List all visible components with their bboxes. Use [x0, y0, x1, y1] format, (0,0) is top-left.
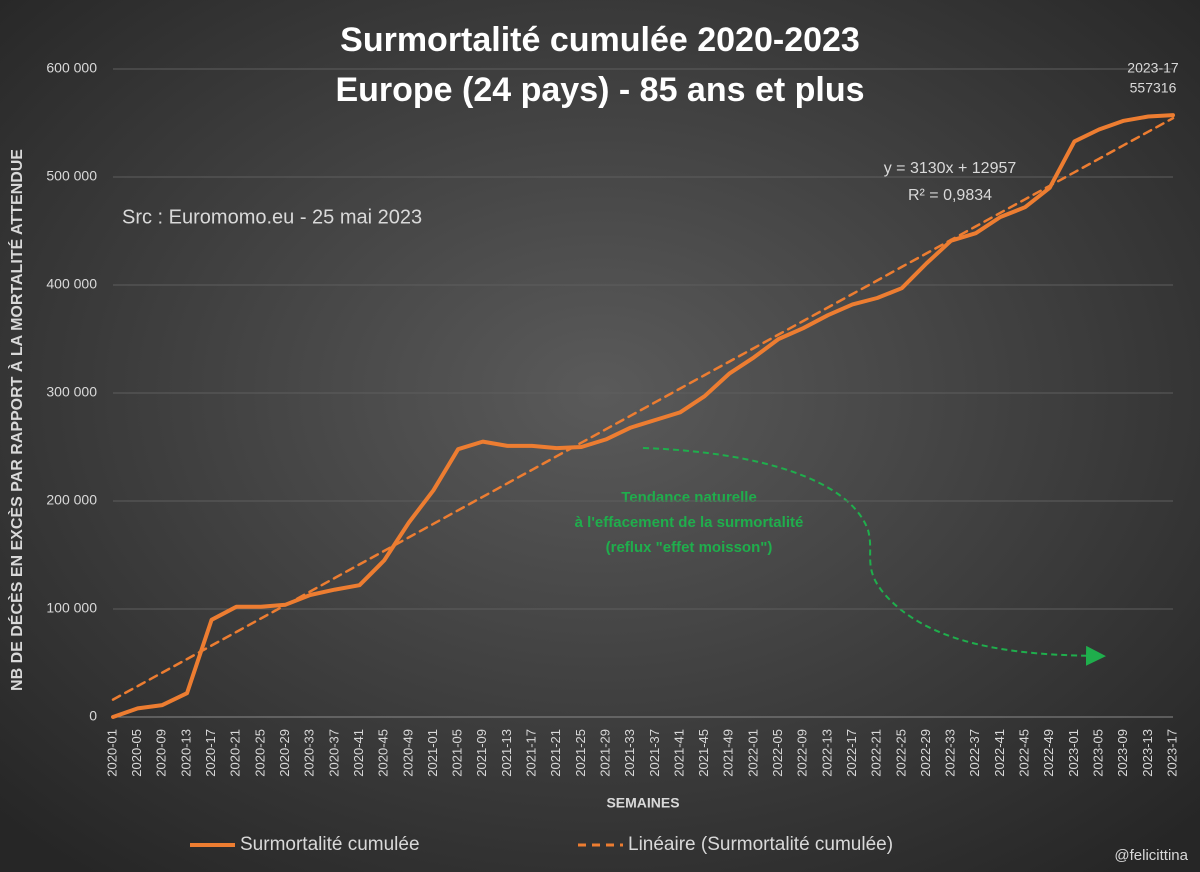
x-tick-label: 2020-01 [104, 729, 119, 777]
x-tick-label: 2020-09 [154, 729, 169, 777]
y-tick-label: 0 [89, 708, 97, 724]
source-note: Src : Euromomo.eu - 25 mai 2023 [122, 206, 422, 228]
end-label-value: 557316 [1130, 80, 1177, 96]
y-tick-label: 200 000 [46, 492, 97, 508]
x-tick-label: 2021-05 [450, 729, 465, 777]
x-tick-label: 2020-49 [400, 729, 415, 777]
x-tick-label: 2023-05 [1090, 729, 1105, 777]
x-tick-label: 2021-01 [425, 729, 440, 777]
x-tick-label: 2022-29 [918, 729, 933, 777]
annotation: Tendance naturelle [621, 489, 757, 506]
x-tick-label: 2020-21 [228, 729, 243, 777]
x-tick-label: 2021-25 [573, 729, 588, 777]
y-axis-title: NB DE DÉCÈS EN EXCÈS PAR RAPPORT À LA MO… [7, 149, 26, 691]
x-tick-label: 2021-13 [499, 729, 514, 777]
x-tick-label: 2020-13 [178, 729, 193, 777]
x-tick-label: 2020-05 [129, 729, 144, 777]
x-tick-label: 2021-45 [696, 729, 711, 777]
x-tick-label: 2022-33 [943, 729, 958, 777]
x-tick-label: 2022-37 [967, 729, 982, 777]
x-tick-label: 2020-45 [376, 729, 391, 777]
x-tick-label: 2021-49 [721, 729, 736, 777]
x-tick-label: 2023-01 [1066, 729, 1081, 777]
chart-title: Surmortalité cumulée 2020-2023 [340, 21, 860, 59]
x-tick-label: 2020-41 [351, 729, 366, 777]
x-tick-label: 2021-33 [622, 729, 637, 777]
x-axis-title: SEMAINES [606, 795, 679, 811]
legend-label: Linéaire (Surmortalité cumulée) [628, 834, 893, 855]
x-tick-label: 2021-17 [524, 729, 539, 777]
x-tick-label: 2020-33 [302, 729, 317, 777]
y-tick-label: 400 000 [46, 276, 97, 292]
x-tick-label: 2022-45 [1017, 729, 1032, 777]
x-tick-label: 2023-09 [1115, 729, 1130, 777]
annotation: à l'effacement de la surmortalité [575, 514, 804, 531]
annotation-arrow [642, 447, 1106, 666]
y-tick-label: 100 000 [46, 600, 97, 616]
y-tick-label: 300 000 [46, 384, 97, 400]
x-tick-label: 2020-29 [277, 729, 292, 777]
x-tick-label: 2023-13 [1140, 729, 1155, 777]
x-tick-label: 2023-17 [1164, 729, 1179, 777]
x-tick-label: 2020-17 [203, 729, 218, 777]
x-tick-label: 2022-01 [745, 729, 760, 777]
x-tick-label: 2022-21 [869, 729, 884, 777]
equation: y = 3130x + 12957 [884, 160, 1017, 177]
r-squared: R² = 0,9834 [908, 187, 992, 204]
x-tick-label: 2020-25 [252, 729, 267, 777]
x-tick-label: 2022-05 [770, 729, 785, 777]
x-tick-label: 2021-37 [647, 729, 662, 777]
annotation: (reflux "effet moisson") [606, 539, 773, 556]
trend-line [111, 116, 1175, 701]
y-tick-label: 500 000 [46, 168, 97, 184]
x-tick-label: 2022-25 [893, 729, 908, 777]
y-tick-label: 600 000 [46, 60, 97, 76]
x-tick-label: 2022-13 [819, 729, 834, 777]
end-label-category: 2023-17 [1127, 60, 1179, 76]
x-tick-label: 2021-29 [597, 729, 612, 777]
x-tick-label: 2020-37 [326, 729, 341, 777]
x-tick-label: 2021-09 [474, 729, 489, 777]
chart-subtitle: Europe (24 pays) - 85 ans et plus [335, 71, 864, 109]
x-tick-label: 2021-41 [671, 729, 686, 777]
x-tick-label: 2022-49 [1041, 729, 1056, 777]
x-tick-label: 2022-41 [992, 729, 1007, 777]
credit: @felicittina [1114, 847, 1188, 864]
x-tick-label: 2022-09 [795, 729, 810, 777]
x-tick-label: 2022-17 [844, 729, 859, 777]
legend-label: Surmortalité cumulée [240, 834, 420, 855]
x-tick-label: 2021-21 [548, 729, 563, 777]
